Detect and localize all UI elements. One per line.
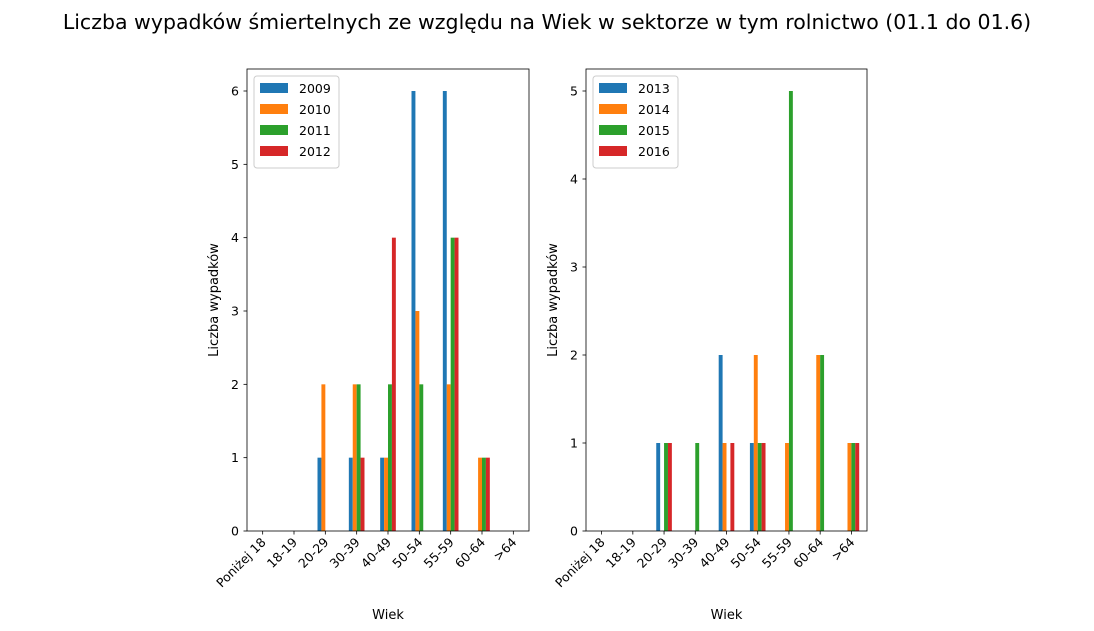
bar [785, 443, 789, 531]
legend [253, 75, 340, 169]
x-axis-label: Wiek [711, 608, 743, 623]
bar [855, 443, 860, 531]
bar [442, 91, 447, 531]
legend-swatch [260, 125, 288, 135]
bar [749, 443, 754, 531]
y-tick-label: 0 [570, 524, 578, 539]
legend-label: 2011 [299, 123, 331, 138]
bar [667, 443, 672, 531]
bar [317, 457, 322, 531]
legend-label: 2012 [299, 144, 331, 159]
legend-label: 2015 [638, 123, 670, 138]
bar [384, 457, 388, 531]
y-tick-label: 0 [231, 524, 239, 539]
y-tick-label: 5 [570, 84, 578, 99]
bar [788, 91, 793, 531]
x-axis-label: Wiek [372, 608, 404, 623]
bar [454, 237, 459, 531]
y-tick-label: 1 [570, 436, 578, 451]
legend-swatch [599, 125, 627, 135]
bar [380, 457, 385, 531]
bar [391, 237, 396, 531]
bar [352, 384, 357, 531]
bar [664, 443, 668, 531]
bar [450, 237, 455, 531]
legend-swatch [599, 83, 627, 93]
y-tick-label: 5 [231, 157, 239, 172]
legend-swatch [260, 104, 288, 114]
legend-swatch [599, 104, 627, 114]
bar [446, 384, 451, 531]
bar [757, 443, 762, 531]
y-tick-label: 3 [570, 260, 578, 275]
legend-label: 2010 [299, 102, 331, 117]
legend-label: 2009 [299, 81, 331, 96]
legend-label: 2013 [638, 81, 670, 96]
bar [847, 443, 852, 531]
bar [730, 443, 735, 531]
y-tick-label: 4 [570, 172, 578, 187]
bar [348, 457, 353, 531]
bar [695, 443, 700, 531]
bar [360, 457, 365, 531]
y-tick-label: 4 [231, 230, 239, 245]
legend-label: 2016 [638, 144, 670, 159]
bar [718, 355, 723, 531]
bar [482, 457, 486, 531]
y-tick-label: 2 [231, 377, 239, 392]
bar [753, 355, 758, 531]
bar [478, 457, 482, 531]
bar [820, 355, 825, 531]
legend-label: 2014 [638, 102, 670, 117]
bar [761, 443, 766, 531]
bar [485, 457, 490, 531]
legend-swatch [260, 83, 288, 93]
bar [388, 384, 392, 531]
y-tick-label: 3 [231, 304, 239, 319]
legend-swatch [599, 146, 627, 156]
y-tick-label: 6 [231, 84, 239, 99]
figure-title: Liczba wypadków śmiertelnych ze względu … [63, 10, 1031, 34]
bar [321, 384, 326, 531]
bar [415, 311, 420, 531]
bar [851, 443, 856, 531]
bar [419, 384, 424, 531]
y-axis-label: Liczba wypadków [546, 243, 561, 357]
bar [656, 443, 661, 531]
legend [592, 75, 679, 169]
bar [356, 384, 361, 531]
bar [816, 355, 821, 531]
y-tick-label: 1 [231, 450, 239, 465]
y-tick-label: 2 [570, 348, 578, 363]
bar [411, 91, 416, 531]
y-axis-label: Liczba wypadków [207, 243, 222, 357]
legend-swatch [260, 146, 288, 156]
bar [722, 443, 727, 531]
